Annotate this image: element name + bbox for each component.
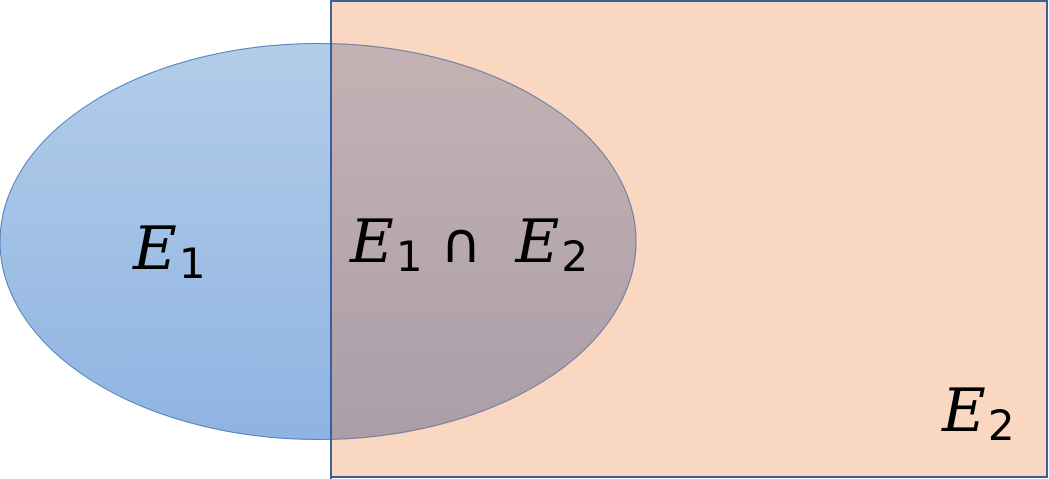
intersection-left-symbol: E — [349, 207, 394, 277]
intersection-operator: ∩ — [441, 211, 482, 276]
intersection-right-subscript: 2 — [561, 232, 588, 281]
set-e1-subscript: 1 — [179, 239, 206, 288]
set-e1-symbol: E — [132, 214, 177, 284]
svg-text:E1: E1 — [132, 214, 206, 288]
intersection-label: E1 ∩ E2 — [349, 207, 588, 281]
svg-text:E1∩E2: E1 ∩ E2 — [349, 207, 588, 281]
svg-text:E2: E2 — [941, 376, 1015, 450]
set-e2-symbol: E — [941, 376, 986, 446]
intersection-region — [331, 43, 637, 440]
set-e2-label: E2 — [941, 376, 1015, 450]
set-e2-subscript: 2 — [988, 401, 1015, 450]
intersection-right-symbol: E — [515, 207, 560, 277]
set-e1-label: E1 — [132, 214, 206, 288]
intersection-left-subscript: 1 — [396, 232, 423, 281]
